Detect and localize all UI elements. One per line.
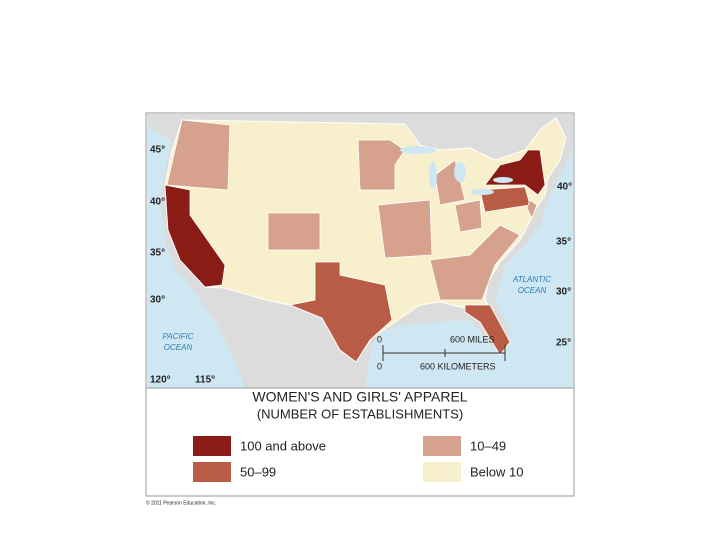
scale-label: 600 KILOMETERS — [420, 361, 496, 371]
copyright: © 2011 Pearson Education, Inc. — [146, 499, 216, 506]
longitude-label: 115° — [195, 375, 215, 386]
scale-label: 600 MILES — [450, 334, 495, 344]
scale-bar: 0 600 MILES 0 600 KILOMETERS — [377, 334, 506, 371]
lake — [400, 146, 436, 154]
legend-label: 10–49 — [470, 438, 506, 453]
state — [267, 212, 321, 251]
map-subtitle: (NUMBER OF ESTABLISHMENTS) — [257, 406, 463, 421]
scale-label: 0 — [377, 334, 382, 344]
ocean-label: OCEAN — [518, 286, 547, 295]
scale-label: 0 — [377, 361, 382, 371]
ocean-label: ATLANTIC — [512, 275, 551, 284]
map-frame — [145, 112, 575, 497]
legend-swatch — [423, 462, 461, 482]
latitude-label: 35° — [150, 248, 165, 259]
legend-swatch — [423, 436, 461, 456]
state — [166, 119, 231, 191]
state — [288, 261, 393, 363]
state — [454, 199, 483, 233]
ocean-labels: PACIFIC OCEAN ATLANTIC OCEAN — [163, 275, 552, 352]
lake — [470, 189, 494, 195]
latitude-label: 40° — [150, 197, 165, 208]
latitude-label: 35° — [556, 237, 571, 248]
longitude-label: 120° — [150, 375, 171, 386]
great-lakes — [400, 146, 513, 195]
latitude-label: 30° — [150, 295, 165, 306]
state — [164, 184, 226, 288]
legend: WOMEN'S AND GIRLS' APPAREL (NUMBER OF ES… — [193, 389, 523, 482]
latitude-label: 45° — [150, 145, 165, 156]
graticule-labels: 45° 40° 35° 30° 40° 35° 30° 25° 120° 115… — [150, 145, 572, 386]
ocean-label: PACIFIC — [163, 332, 194, 341]
lake — [493, 177, 513, 183]
latitude-label: 40° — [557, 182, 572, 193]
lake — [429, 161, 437, 189]
states — [164, 119, 546, 363]
lake — [454, 162, 466, 182]
legend-label: Below 10 — [470, 464, 523, 479]
state — [377, 199, 433, 259]
state — [357, 139, 406, 191]
legend-label: 100 and above — [240, 438, 326, 453]
legend-label: 50–99 — [240, 464, 276, 479]
state — [429, 224, 521, 301]
legend-swatch — [193, 462, 231, 482]
state — [484, 149, 546, 196]
legend-swatch — [193, 436, 231, 456]
map-title: WOMEN'S AND GIRLS' APPAREL — [252, 389, 467, 405]
state — [464, 304, 511, 356]
state — [526, 199, 538, 219]
latitude-label: 30° — [556, 287, 571, 298]
latitude-label: 25° — [556, 338, 571, 349]
ocean-label: OCEAN — [164, 343, 193, 352]
